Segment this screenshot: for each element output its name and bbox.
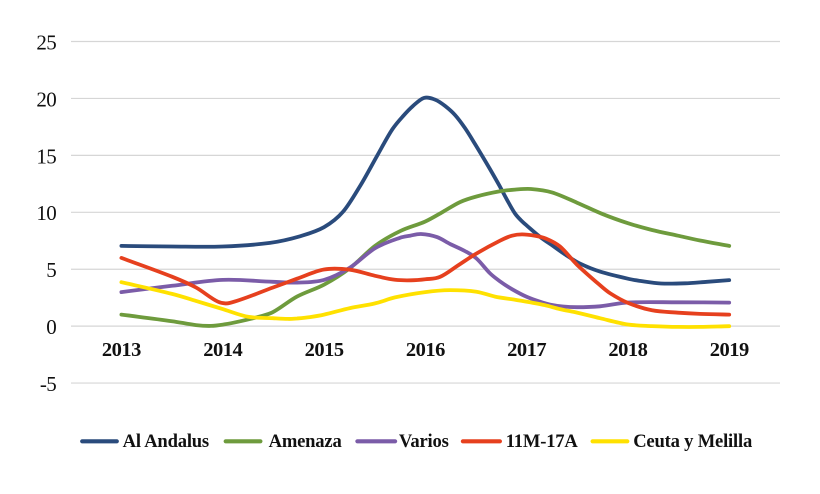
svg-text:10: 10 — [36, 201, 56, 225]
svg-text:2018: 2018 — [608, 339, 647, 361]
svg-text:2016: 2016 — [406, 339, 445, 361]
svg-text:Varios: Varios — [399, 431, 449, 452]
svg-text:20: 20 — [36, 87, 56, 111]
svg-text:-5: -5 — [40, 372, 56, 396]
svg-text:15: 15 — [36, 144, 56, 168]
svg-text:Ceuta y Melilla: Ceuta y Melilla — [633, 431, 753, 452]
svg-text:2014: 2014 — [203, 339, 242, 361]
svg-text:2015: 2015 — [305, 339, 344, 361]
svg-text:11M-17A: 11M-17A — [506, 431, 579, 452]
svg-text:25: 25 — [36, 30, 56, 54]
svg-text:2013: 2013 — [102, 339, 141, 361]
svg-text:Al Andalus: Al Andalus — [123, 431, 209, 452]
svg-text:5: 5 — [46, 258, 56, 282]
svg-text:0: 0 — [46, 315, 56, 339]
svg-text:2019: 2019 — [710, 339, 749, 361]
svg-text:Amenaza: Amenaza — [269, 431, 343, 452]
svg-text:2017: 2017 — [507, 339, 546, 361]
